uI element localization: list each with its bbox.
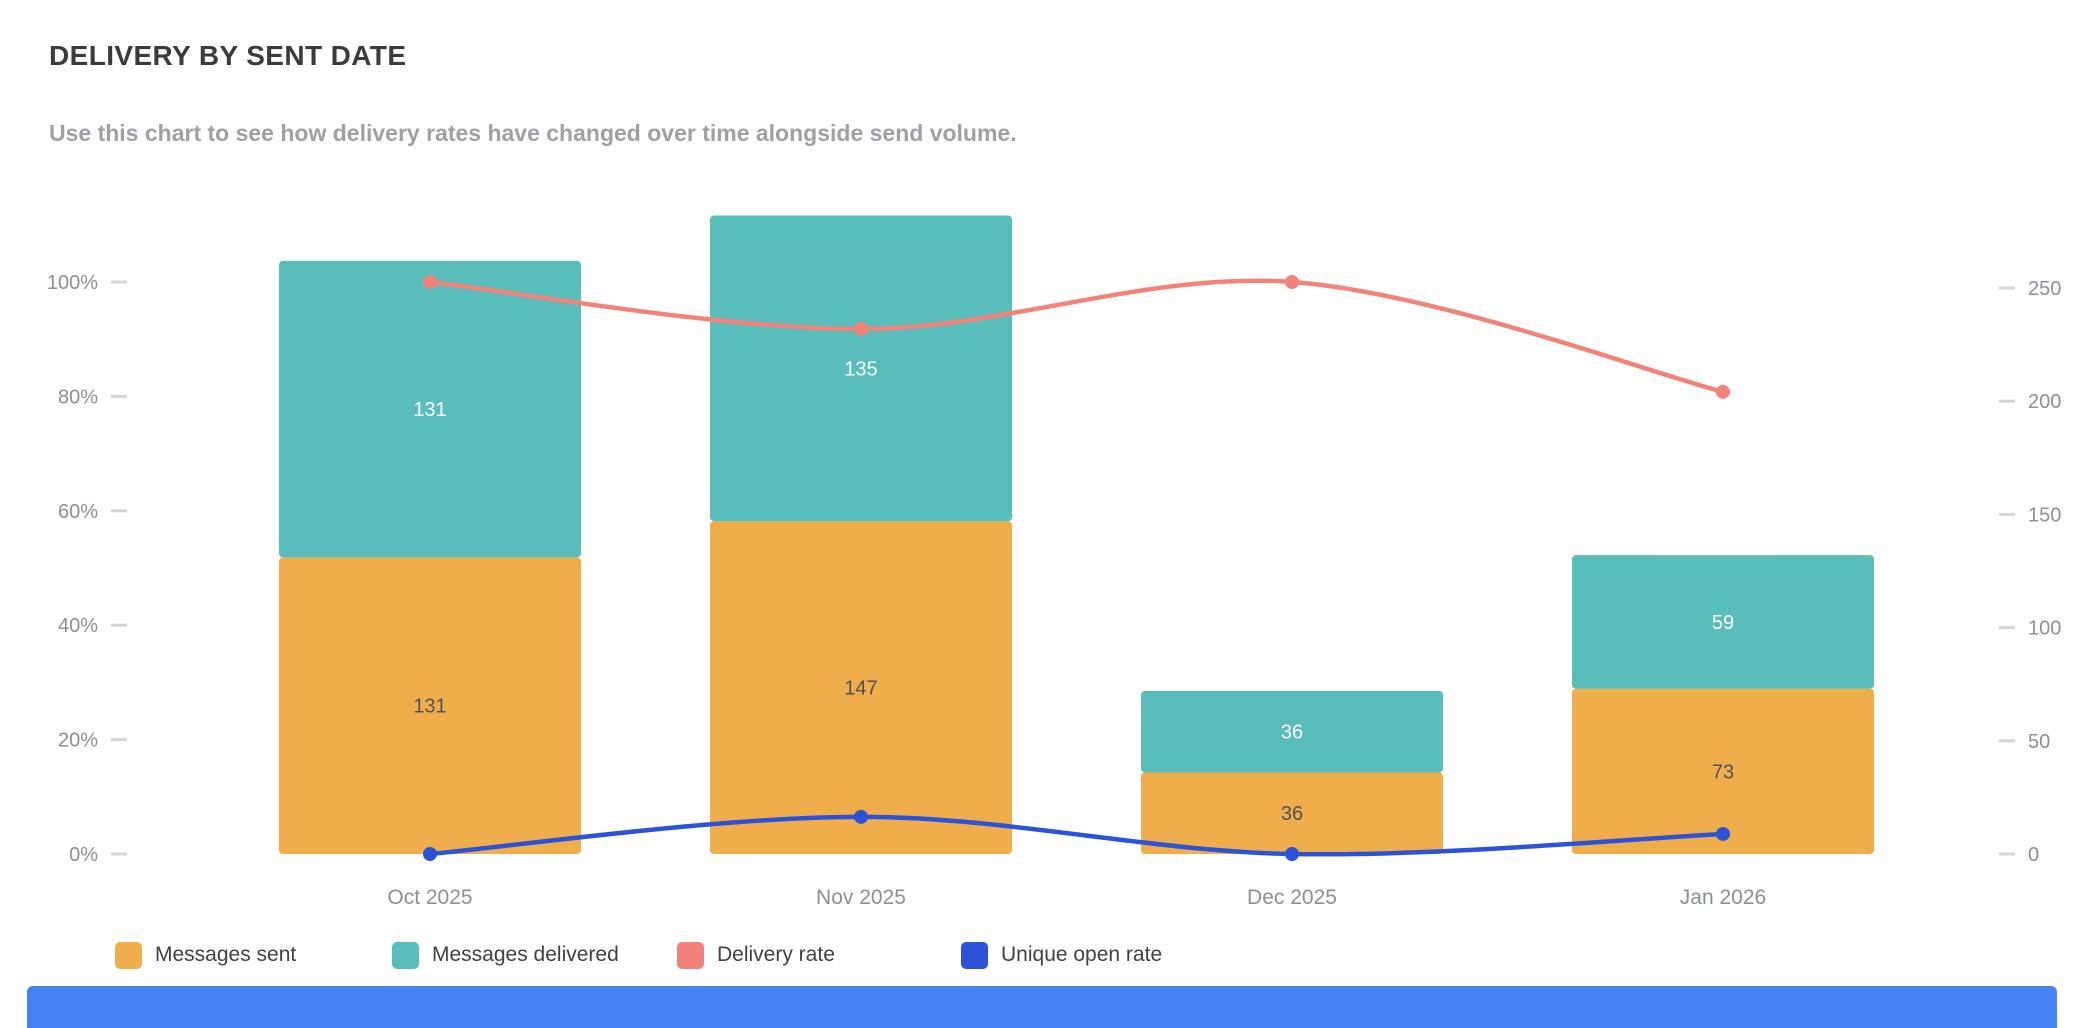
legend-item-messages-sent[interactable]: Messages sent [115,940,296,970]
bar-segment-messages-delivered[interactable] [279,260,581,558]
right-axis-tick-mark [1999,739,2015,743]
line-point-unique-open-rate[interactable] [854,809,868,824]
left-axis-tick-mark [111,852,127,856]
right-axis-tick-label: 200 [2028,391,2061,413]
right-axis-tick-mark [1999,286,2015,290]
line-path-delivery-rate [427,278,1726,395]
right-axis-tick-label: 100 [2028,618,2061,640]
line-point-delivery-rate[interactable] [1716,384,1730,399]
right-axis-tick-mark [1999,852,2015,856]
bar-value-label: 131 [413,696,446,718]
bar-segment-messages-sent[interactable] [710,521,1012,854]
left-axis-tick-mark [111,738,127,742]
x-axis-label: Nov 2025 [816,886,906,909]
right-axis-tick-mark [1999,399,2015,403]
legend-item-unique-open-rate[interactable]: Unique open rate [961,940,1162,970]
right-axis: 0 50 100 150 200 250 [1999,278,2061,866]
page-subtitle: Use this chart to see how delivery rates… [49,120,1017,146]
bar-segment-messages-delivered[interactable] [710,215,1012,522]
line-path-unique-open-rate [427,814,1726,857]
legend-label: Messages sent [155,943,297,966]
bar-value-label: 131 [413,399,446,421]
chart-legend: Messages sent Messages delivered Deliver… [0,940,2084,974]
right-axis-tick-mark [1999,626,2015,630]
left-axis-tick-label: 80% [58,386,98,408]
bar-segment-messages-sent[interactable] [1572,688,1874,854]
line-point-unique-open-rate[interactable] [423,847,437,861]
right-axis-tick-label: 250 [2028,278,2061,300]
bar-segment-messages-sent[interactable] [279,557,581,854]
bar-segment-messages-sent[interactable] [1141,772,1443,854]
x-axis-label: Oct 2025 [387,886,472,909]
bar-segment-messages-delivered[interactable] [1572,555,1874,689]
legend-item-delivery-rate[interactable]: Delivery rate [677,940,835,970]
bar-value-label: 36 [1281,722,1303,744]
unique-open-rate-swatch-icon [961,941,988,969]
messages-delivered-swatch-icon [392,941,419,969]
left-axis-tick-mark [111,280,127,284]
left-axis-tick-label: 0% [69,844,98,866]
line-point-unique-open-rate[interactable] [1716,826,1730,841]
bars-group: 131 131 Oct 2025 147 135 Nov 2025 36 36 Dec 2025… [279,215,1874,909]
left-axis-tick-mark [111,394,127,398]
right-axis-tick-label: 150 [2028,504,2061,526]
left-axis-tick-mark [111,509,127,513]
line-series-delivery-rate [423,275,1730,399]
left-axis-tick-label: 40% [58,615,98,637]
line-point-delivery-rate[interactable] [423,275,437,289]
bar-value-label: 73 [1712,761,1734,783]
legend-label: Unique open rate [1001,943,1163,966]
bar-segment-messages-delivered[interactable] [1141,690,1443,773]
left-axis-tick-label: 100% [47,272,98,294]
messages-sent-swatch-icon [115,941,142,969]
x-axis-label: Dec 2025 [1247,886,1337,909]
left-axis: 0% 20% 40% 60% 80% 100% [47,272,127,866]
bottom-banner[interactable] [27,986,2057,1028]
bar-value-label: 147 [844,678,877,700]
left-axis-tick-mark [111,623,127,627]
legend-item-messages-delivered[interactable]: Messages delivered [392,940,619,970]
right-axis-tick-label: 50 [2028,731,2050,753]
right-axis-tick-label: 0 [2028,844,2039,866]
page-title: DELIVERY BY SENT DATE [49,40,407,71]
bar-value-label: 59 [1712,612,1734,634]
bar-value-label: 135 [844,358,877,380]
legend-label: Delivery rate [717,943,835,966]
bar-value-label: 36 [1281,803,1303,825]
line-point-delivery-rate[interactable] [854,321,868,336]
line-point-delivery-rate[interactable] [1285,275,1299,289]
x-axis-label: Jan 2026 [1680,886,1766,909]
line-point-unique-open-rate[interactable] [1285,847,1299,861]
line-series-unique-open-rate [423,809,1730,861]
delivery-rate-swatch-icon [677,941,704,969]
legend-label: Messages delivered [432,943,619,966]
left-axis-tick-label: 60% [58,501,98,523]
left-axis-tick-label: 20% [58,730,98,752]
right-axis-tick-mark [1999,512,2015,516]
